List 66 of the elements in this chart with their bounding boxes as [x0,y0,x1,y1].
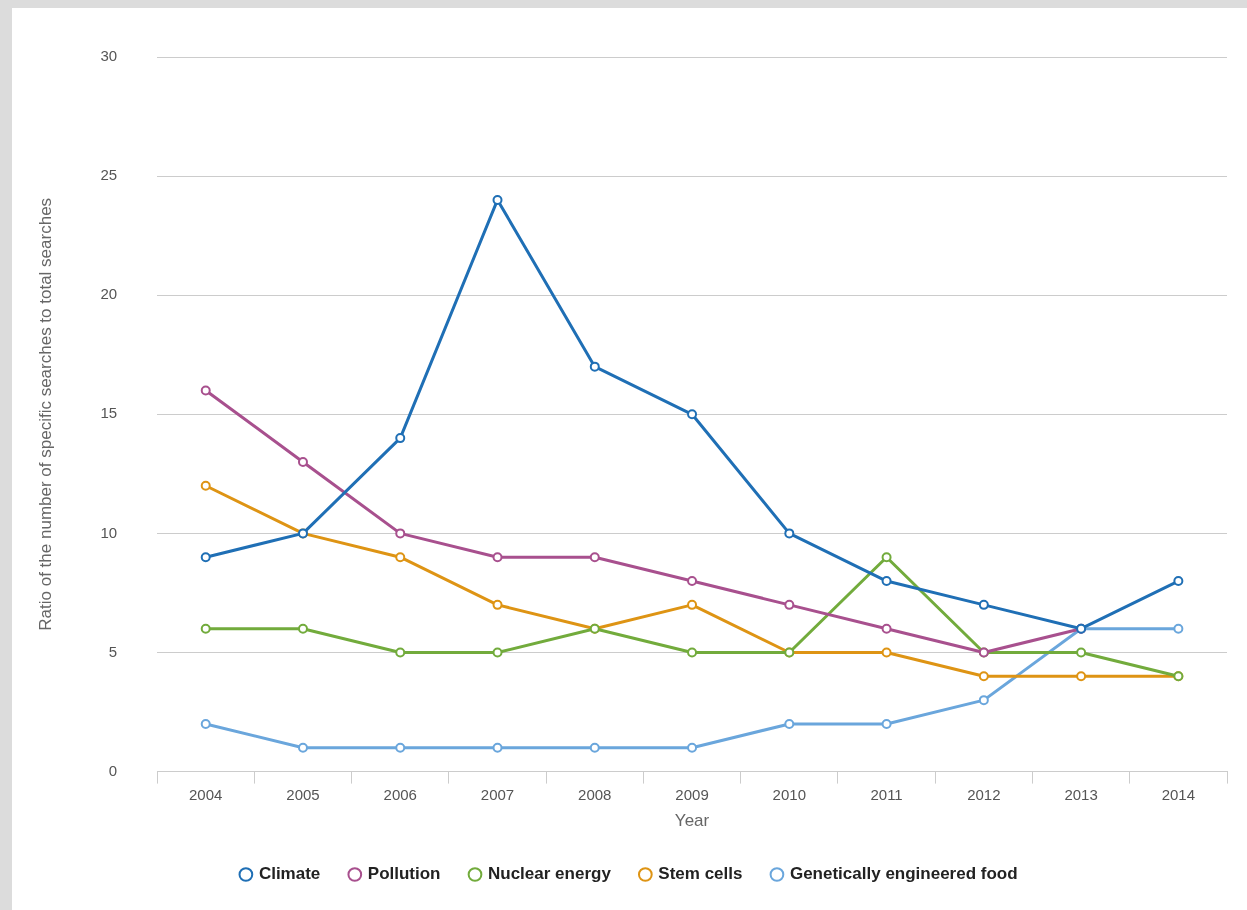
point [881,576,892,587]
y-axis-title: Ratio of the number of specific searches to total searches [35,197,55,631]
y-tick-label: 20 [100,285,118,303]
point [395,528,406,539]
point [1173,576,1184,587]
point [881,552,892,563]
point [687,409,698,420]
y-tick-label: 0 [108,761,118,779]
point [589,361,600,372]
point [492,552,503,563]
point [395,742,406,753]
point [395,433,406,444]
x-tick-label: 2007 [480,785,515,803]
point [492,599,503,610]
point [784,718,795,729]
x-axis-title: Year [674,811,710,831]
point [687,647,698,658]
point [784,528,795,539]
point [1076,647,1087,658]
point [687,576,698,587]
point [881,623,892,634]
y-tick-label: 15 [100,404,118,422]
point [589,742,600,753]
y-tick-label: 30 [100,47,118,65]
x-tick-label: 2014 [1161,785,1196,803]
point [492,742,503,753]
x-tick-label: 2010 [772,785,806,803]
point [200,552,211,563]
y-tick-label: 10 [100,523,118,541]
point [687,742,698,753]
point [978,671,989,682]
point [1076,671,1087,682]
legend-label: Pollution [367,864,441,884]
point [297,742,308,753]
x-tick-label: 2004 [189,785,223,803]
point [1173,623,1184,634]
point [687,599,698,610]
x-tick-label: 2006 [383,785,417,803]
legend-label: Stem cells [658,864,743,884]
point [395,647,406,658]
point [200,385,211,396]
x-tick-label: 2013 [1064,785,1098,803]
point [200,480,211,491]
x-tick-label: 2005 [286,785,320,803]
y-tick-label: 5 [108,642,118,660]
legend-label: Genetically engineered food [789,864,1018,884]
point [297,456,308,467]
point [589,552,600,563]
x-tick-label: 2011 [870,785,903,803]
point [200,623,211,634]
point [492,647,503,658]
legend-label: Nuclear energy [488,864,612,884]
point [881,718,892,729]
point [492,194,503,205]
legend-label: Climate [258,864,321,884]
point [784,599,795,610]
point [978,695,989,706]
point [200,718,211,729]
x-tick-label: 2012 [967,785,1001,803]
point [881,647,892,658]
point [395,552,406,563]
x-tick-label: 2008 [578,785,612,803]
x-tick-label: 2009 [675,785,709,803]
y-tick-label: 25 [100,166,118,184]
point [297,623,308,634]
point [978,599,989,610]
